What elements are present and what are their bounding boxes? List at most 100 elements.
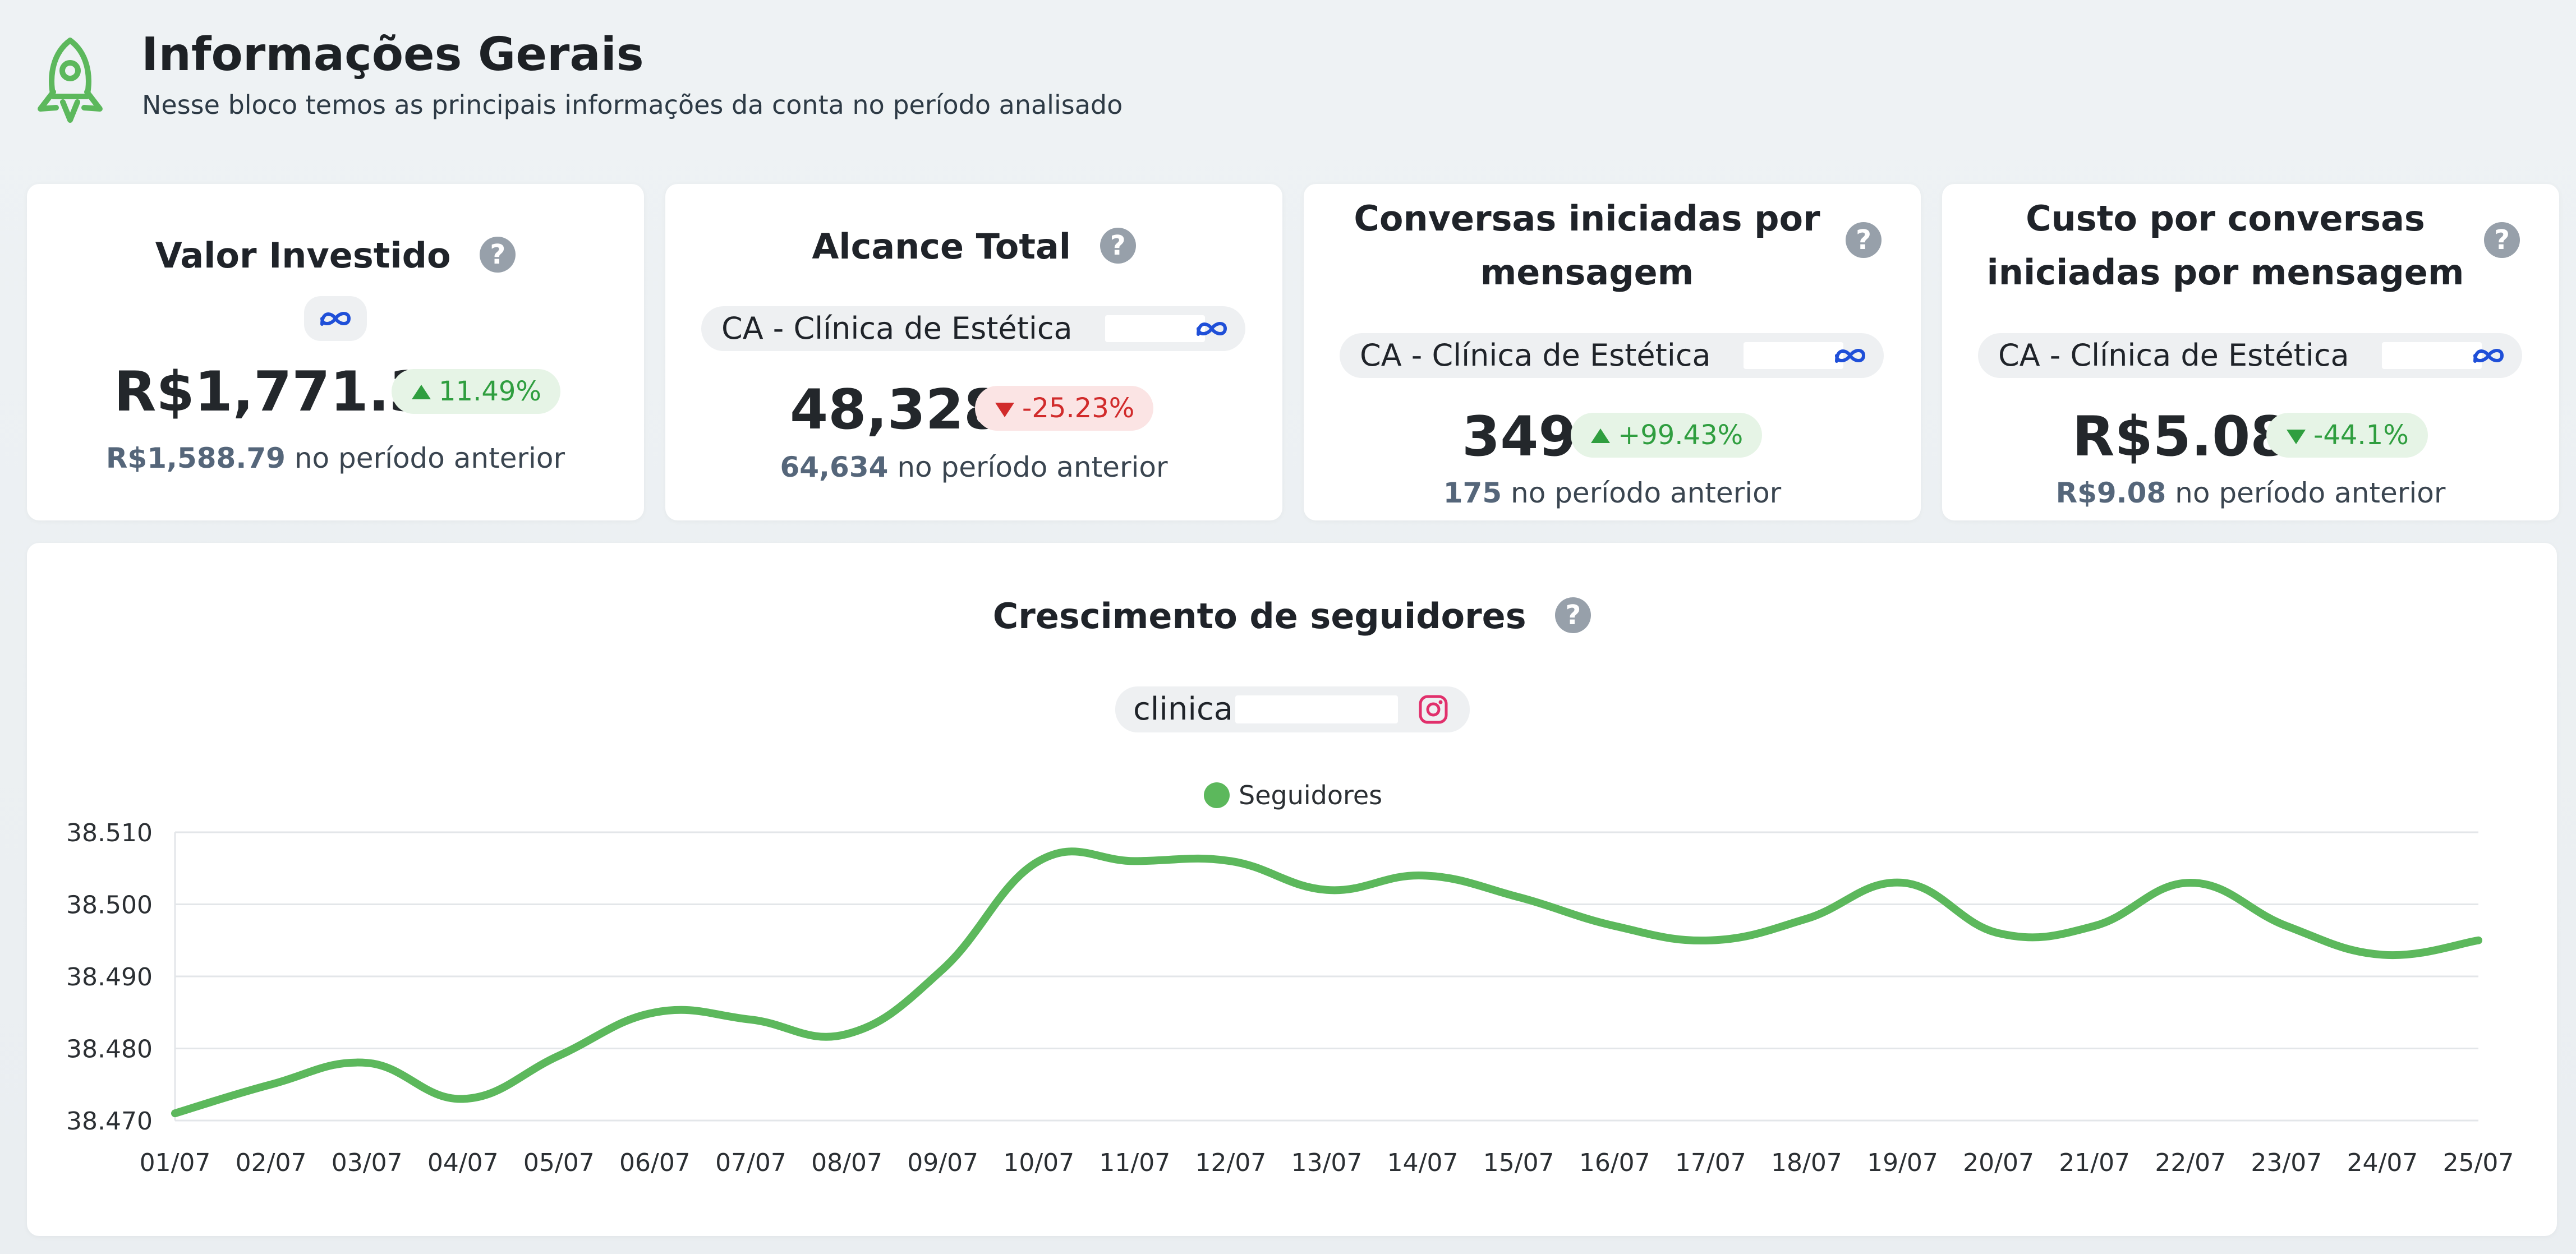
meta-icon (1835, 349, 1866, 363)
chart-title: Crescimento de seguidores ? (27, 596, 2557, 637)
trend-down-icon (2287, 430, 2306, 444)
data-point[interactable] (1413, 865, 1433, 886)
x-tick-label: 21/07 (2059, 1149, 2130, 1177)
change-badge: -25.23% (975, 386, 1154, 431)
meta-source-chip (304, 296, 367, 341)
x-tick-label: 12/07 (1195, 1149, 1267, 1177)
x-tick-label: 13/07 (1291, 1149, 1363, 1177)
x-tick-label: 16/07 (1579, 1149, 1650, 1177)
data-point[interactable] (549, 1045, 569, 1066)
legend-dot (1204, 782, 1230, 808)
data-point[interactable] (837, 1024, 857, 1044)
x-tick-label: 14/07 (1387, 1149, 1459, 1177)
chart-legend[interactable]: Seguidores (1204, 778, 1382, 812)
followers-chart-card: Crescimento de seguidores ? clinica Segu… (27, 543, 2557, 1236)
previous-period: R$9.08 no período anterior (2055, 477, 2446, 509)
data-point[interactable] (453, 1089, 473, 1109)
data-point[interactable] (1029, 851, 1049, 871)
redacted-text (1235, 695, 1398, 723)
trend-down-icon (995, 403, 1014, 417)
x-tick-label: 04/07 (427, 1149, 499, 1177)
kpi-title: Conversas iniciadas por mensagem (1354, 198, 1820, 293)
data-point[interactable] (1796, 909, 1816, 929)
instagram-account-pill: clinica (1115, 686, 1470, 732)
data-point[interactable] (2085, 916, 2105, 936)
meta-icon (2473, 349, 2504, 363)
x-tick-label: 06/07 (619, 1149, 691, 1177)
y-tick-label: 38.500 (66, 891, 153, 920)
kpi-card-conversas-iniciadas: Conversas iniciadas por mensagem ? CA - … (1304, 184, 1921, 520)
meta-icon (1197, 322, 1227, 336)
instagram-icon (1419, 695, 1448, 724)
redacted-text (1105, 315, 1205, 342)
data-point[interactable] (741, 1009, 761, 1030)
x-tick-label: 01/07 (140, 1149, 211, 1177)
x-tick-label: 23/07 (2251, 1149, 2322, 1177)
x-tick-label: 25/07 (2443, 1149, 2514, 1177)
y-tick-label: 38.490 (66, 963, 153, 992)
trend-up-icon (412, 385, 431, 399)
x-tick-label: 05/07 (523, 1149, 595, 1177)
x-tick-label: 17/07 (1675, 1149, 1746, 1177)
data-point[interactable] (1317, 880, 1337, 900)
kpi-card-custo-por-conversa: Custo por conversas iniciadas por mensag… (1942, 184, 2559, 520)
help-icon[interactable]: ? (1846, 222, 1882, 258)
data-point[interactable] (165, 1103, 185, 1123)
change-badge: +99.43% (1571, 413, 1763, 458)
data-point[interactable] (2181, 873, 2201, 893)
trend-up-icon (1591, 428, 1610, 443)
x-tick-label: 07/07 (715, 1149, 786, 1177)
data-point[interactable] (357, 1053, 377, 1073)
x-tick-label: 03/07 (332, 1149, 403, 1177)
redacted-text (2382, 342, 2482, 369)
previous-period: 64,634 no período anterior (780, 451, 1168, 483)
data-point[interactable] (1989, 923, 2009, 943)
y-tick-label: 38.470 (66, 1107, 153, 1136)
x-tick-label: 10/07 (1003, 1149, 1074, 1177)
redacted-text (1744, 342, 1843, 369)
y-tick-label: 38.510 (66, 819, 153, 847)
data-point[interactable] (2372, 944, 2393, 965)
data-point[interactable] (1221, 851, 1241, 871)
kpi-value: R$5.08 (2072, 405, 2289, 469)
help-icon[interactable]: ? (1555, 597, 1591, 633)
change-badge: -44.1% (2266, 413, 2428, 458)
x-tick-label: 11/07 (1099, 1149, 1170, 1177)
series-line-seguidores (171, 847, 2482, 1118)
ad-account-pill: CA - Clínica de Estética (1340, 333, 1884, 378)
data-point[interactable] (645, 1002, 665, 1022)
kpi-title: Alcance Total ? (665, 220, 1282, 274)
x-tick-label: 19/07 (1867, 1149, 1938, 1177)
help-icon[interactable]: ? (2484, 222, 2520, 258)
kpi-title: Custo por conversas iniciadas por mensag… (1986, 198, 2464, 293)
x-tick-label: 08/07 (811, 1149, 882, 1177)
x-tick-label: 22/07 (2155, 1149, 2226, 1177)
data-point[interactable] (1700, 930, 1721, 951)
followers-line-chart: 38.470 38.480 38.490 38.500 38.510 01/07 02/07… (66, 819, 2514, 1177)
previous-period: 175 no período anterior (1443, 477, 1782, 509)
ad-account-pill: CA - Clínica de Estética (1978, 333, 2522, 378)
page-title: Informações Gerais (141, 28, 644, 81)
x-tick-label: 18/07 (1771, 1149, 1842, 1177)
page-subtitle: Nesse bloco temos as principais informaç… (142, 90, 1123, 120)
y-tick-label: 38.480 (66, 1035, 153, 1064)
data-point[interactable] (2468, 930, 2488, 951)
data-point[interactable] (1893, 873, 1913, 893)
x-tick-label: 02/07 (236, 1149, 307, 1177)
kpi-title: Valor Investido ? (27, 229, 644, 283)
x-tick-label: 09/07 (907, 1149, 978, 1177)
data-point[interactable] (1604, 916, 1625, 936)
data-point[interactable] (1125, 851, 1145, 871)
change-badge: 11.49% (392, 369, 561, 414)
x-tick-label: 15/07 (1483, 1149, 1554, 1177)
help-icon[interactable]: ? (1100, 227, 1136, 264)
data-point[interactable] (2276, 916, 2297, 936)
data-point[interactable] (933, 959, 953, 979)
previous-period: R$1,588.79 no período anterior (105, 442, 565, 474)
x-tick-label: 20/07 (1963, 1149, 2034, 1177)
help-icon[interactable]: ? (480, 236, 516, 273)
data-point[interactable] (261, 1075, 281, 1095)
kpi-card-alcance-total: Alcance Total ? CA - Clínica de Estética… (665, 184, 1282, 520)
data-point[interactable] (1508, 887, 1529, 907)
kpi-value: 349 (1462, 405, 1577, 469)
